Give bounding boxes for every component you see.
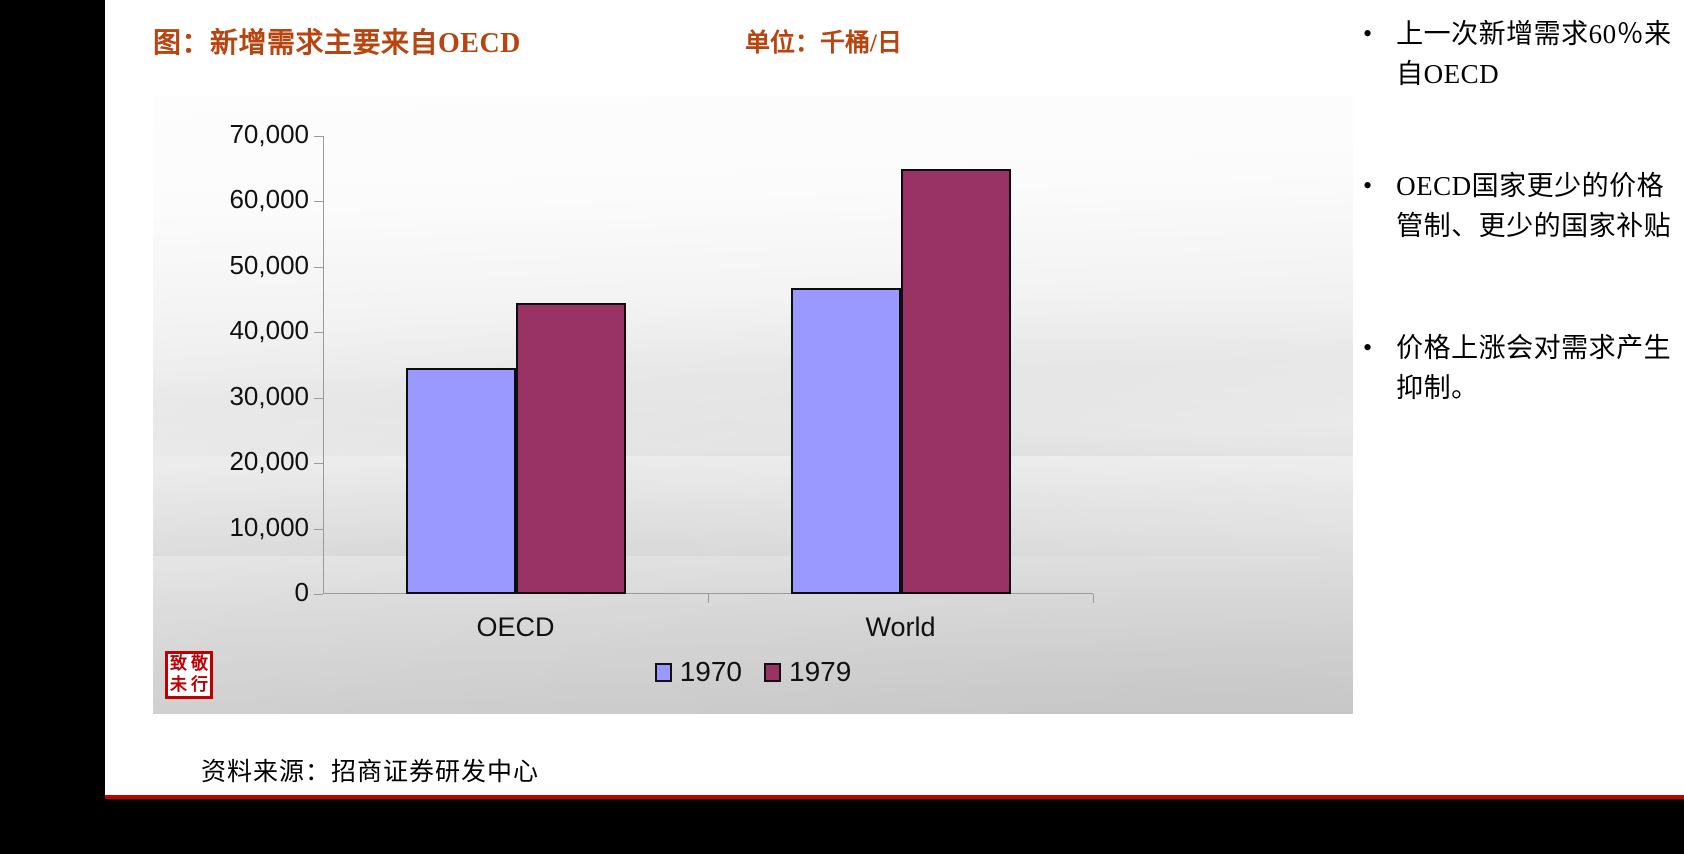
legend-label: 1970: [679, 656, 742, 687]
y-axis-tick: [314, 528, 323, 530]
legend-swatch-icon: [654, 662, 672, 682]
y-axis-tick-label: 50,000: [229, 249, 309, 280]
bullet-marker-icon: •: [1363, 19, 1373, 48]
x-axis-line: [323, 593, 1093, 594]
left-letterbox-bar: [0, 0, 105, 854]
page-title: 图：新增需求主要来自OECD: [153, 28, 521, 59]
bullet-item-3: • 价格上涨会对需求产生抑制。: [1363, 328, 1683, 408]
bar-world-1970: [790, 287, 901, 594]
seal-char-3: 未: [170, 675, 187, 694]
slide-header: 图：新增需求主要来自OECD 单位：千桶/日: [105, 0, 1684, 92]
source-note: 资料来源：招商证券研发中心: [201, 759, 540, 786]
slide-canvas: 图：新增需求主要来自OECD 单位：千桶/日 0 10,000 20,000 30,0…: [105, 0, 1684, 854]
bullet-marker-icon: •: [1363, 333, 1373, 362]
seal-char-4: 行: [191, 675, 208, 694]
legend-item-1970: 1970: [654, 656, 742, 688]
x-axis-tick: [1093, 594, 1094, 603]
legend-swatch-icon: [764, 662, 781, 682]
company-seal-icon: 致 敬 未 行: [165, 651, 213, 699]
seal-char-2: 敬: [191, 654, 208, 673]
bottom-letterbox: [105, 799, 1684, 854]
y-axis-line: [323, 136, 324, 594]
bullet-text: OECD国家更少的价格管制、更少的国家补贴: [1396, 171, 1672, 241]
y-axis-tick: [314, 397, 323, 399]
bullet-marker-icon: •: [1363, 171, 1373, 200]
unit-label: 单位：千桶/日: [745, 30, 902, 57]
x-axis-label-oecd: OECD: [476, 612, 555, 642]
y-axis-tick: [314, 463, 323, 465]
y-axis-tick-label: 60,000: [229, 184, 309, 215]
bar-oecd-1979: [515, 302, 626, 594]
chart-legend: 1970 1979: [153, 656, 1353, 688]
footer-rule: [105, 795, 1684, 799]
chart-panel: 0 10,000 20,000 30,000 40,000 50,000 60,000 70,…: [153, 96, 1353, 714]
y-axis-tick-label: 30,000: [229, 380, 309, 411]
x-axis-tick: [708, 594, 709, 603]
bullet-text: 上一次新增需求60％来自OECD: [1396, 19, 1672, 89]
bar-world-1979: [900, 168, 1011, 594]
y-axis-tick-label: 0: [294, 577, 309, 607]
y-axis-tick: [314, 594, 323, 595]
y-axis-tick: [314, 136, 323, 137]
x-axis-label-world: World: [865, 612, 936, 642]
bar-oecd-1970: [405, 368, 516, 594]
bullet-text: 价格上涨会对需求产生抑制。: [1396, 333, 1672, 403]
legend-item-1979: 1979: [764, 656, 851, 688]
y-axis-tick: [314, 332, 323, 334]
legend-label: 1979: [789, 656, 852, 687]
y-axis-tick: [314, 201, 323, 203]
bullet-item-2: • OECD国家更少的价格管制、更少的国家补贴: [1363, 166, 1683, 246]
y-axis-tick-label: 70,000: [229, 119, 309, 149]
y-axis-tick: [314, 266, 323, 268]
plot-area: 0 10,000 20,000 30,000 40,000 50,000 60,000 70,…: [229, 119, 1094, 642]
seal-char-1: 致: [170, 654, 187, 673]
y-axis-tick-label: 20,000: [229, 446, 309, 477]
y-axis-tick-label: 10,000: [229, 511, 309, 542]
bullet-item-1: • 上一次新增需求60％来自OECD: [1363, 14, 1683, 94]
y-axis-tick-label: 40,000: [229, 315, 309, 346]
